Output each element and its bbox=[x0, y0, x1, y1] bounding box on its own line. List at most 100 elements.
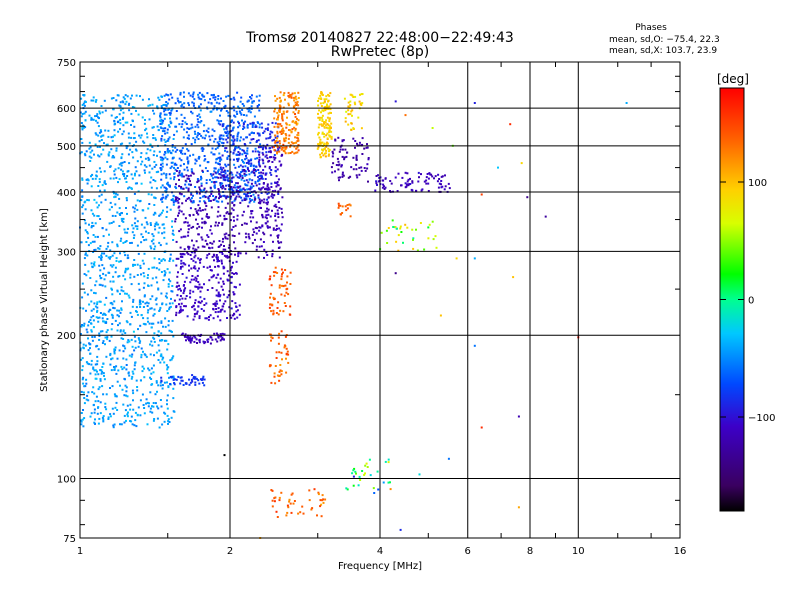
data-point bbox=[86, 231, 89, 233]
colorbar-label: [deg] bbox=[717, 72, 749, 86]
data-point bbox=[361, 470, 364, 472]
data-point bbox=[323, 100, 326, 103]
data-point bbox=[190, 170, 193, 173]
data-point bbox=[425, 182, 428, 185]
data-point bbox=[257, 179, 260, 182]
data-point bbox=[274, 215, 277, 217]
data-point bbox=[183, 221, 186, 224]
data-point bbox=[187, 247, 190, 250]
data-point bbox=[258, 226, 261, 229]
data-point bbox=[179, 93, 182, 96]
data-point bbox=[159, 120, 162, 123]
data-point bbox=[218, 160, 221, 163]
data-point bbox=[214, 176, 217, 179]
data-point bbox=[169, 93, 172, 96]
data-point bbox=[81, 141, 84, 144]
data-point bbox=[238, 124, 241, 127]
data-point bbox=[348, 106, 351, 109]
data-point bbox=[280, 278, 283, 281]
data-point bbox=[127, 372, 130, 375]
data-point bbox=[243, 161, 245, 164]
data-point bbox=[173, 172, 176, 175]
data-point bbox=[355, 156, 358, 159]
data-point bbox=[116, 94, 119, 97]
data-point bbox=[180, 159, 183, 162]
data-point bbox=[209, 199, 212, 202]
data-point bbox=[277, 216, 280, 219]
data-point bbox=[140, 356, 143, 359]
data-point bbox=[111, 254, 114, 257]
data-point bbox=[160, 321, 163, 324]
data-point bbox=[319, 156, 322, 159]
data-point bbox=[189, 338, 192, 341]
data-point bbox=[418, 473, 421, 476]
data-point bbox=[230, 121, 233, 123]
data-point bbox=[186, 251, 189, 254]
data-point bbox=[323, 143, 325, 146]
data-point bbox=[173, 299, 176, 302]
data-point bbox=[321, 109, 324, 112]
data-point bbox=[124, 267, 127, 270]
data-point bbox=[125, 207, 127, 209]
data-point bbox=[176, 148, 179, 151]
data-point bbox=[265, 188, 268, 191]
data-point bbox=[269, 296, 271, 299]
data-point bbox=[91, 240, 94, 243]
data-point bbox=[320, 91, 323, 93]
data-point bbox=[181, 253, 184, 256]
data-point bbox=[275, 224, 278, 227]
data-point bbox=[193, 251, 196, 254]
data-point bbox=[131, 305, 134, 308]
data-point bbox=[349, 100, 352, 103]
data-point bbox=[178, 101, 181, 104]
data-point bbox=[129, 403, 132, 406]
data-point bbox=[201, 195, 204, 198]
data-point bbox=[182, 106, 185, 109]
data-point bbox=[119, 143, 122, 146]
data-point bbox=[110, 206, 113, 209]
data-point bbox=[163, 381, 166, 384]
data-point bbox=[112, 424, 115, 427]
data-point bbox=[186, 166, 189, 169]
data-point bbox=[349, 104, 352, 106]
data-point bbox=[360, 104, 363, 106]
data-point bbox=[265, 154, 268, 157]
data-point bbox=[96, 146, 99, 148]
data-point bbox=[421, 188, 424, 191]
data-point bbox=[201, 94, 204, 97]
data-point bbox=[512, 276, 515, 279]
data-point bbox=[271, 196, 274, 199]
data-point bbox=[227, 212, 230, 215]
data-point bbox=[257, 196, 260, 199]
data-point bbox=[265, 201, 268, 204]
data-point bbox=[166, 296, 168, 299]
data-point bbox=[131, 106, 134, 108]
data-point bbox=[137, 345, 140, 348]
data-point bbox=[321, 94, 324, 96]
data-point bbox=[355, 168, 358, 171]
data-point bbox=[119, 330, 122, 333]
data-point bbox=[190, 192, 193, 194]
data-point bbox=[192, 201, 195, 204]
data-point bbox=[241, 168, 244, 171]
data-point bbox=[182, 136, 185, 139]
data-point bbox=[254, 147, 257, 150]
data-point bbox=[207, 195, 210, 198]
data-point bbox=[105, 393, 108, 396]
data-point bbox=[159, 126, 162, 129]
data-point bbox=[164, 197, 167, 200]
data-point bbox=[387, 227, 390, 229]
data-point bbox=[149, 181, 152, 184]
data-point bbox=[242, 123, 245, 125]
data-point bbox=[92, 224, 95, 227]
data-point bbox=[156, 154, 158, 157]
data-point bbox=[192, 225, 195, 228]
data-point bbox=[156, 390, 158, 393]
data-point bbox=[277, 236, 279, 239]
data-point bbox=[384, 460, 387, 463]
data-point bbox=[214, 138, 217, 141]
data-point bbox=[192, 137, 195, 140]
data-point bbox=[325, 107, 328, 110]
data-point bbox=[212, 96, 215, 99]
data-point bbox=[132, 156, 135, 159]
